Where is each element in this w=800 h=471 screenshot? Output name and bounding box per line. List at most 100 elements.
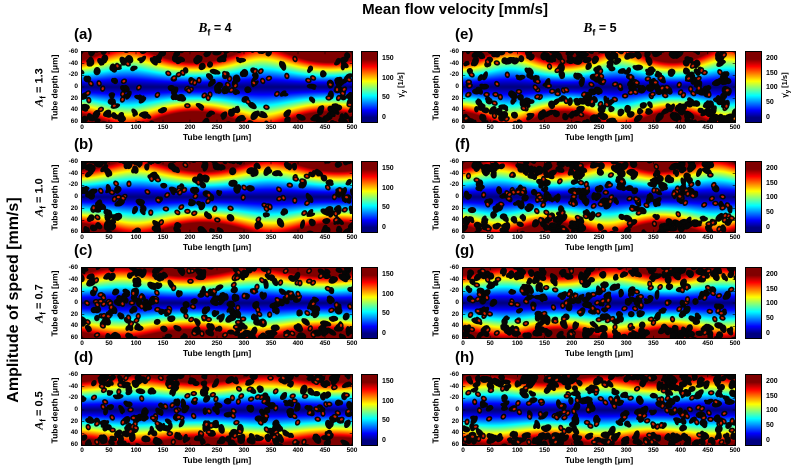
x-tick-label: 450 xyxy=(319,447,331,454)
y-tick-label: 60 xyxy=(451,118,459,125)
bf-sub: f xyxy=(207,27,211,38)
heatmap-panel-e xyxy=(462,51,736,123)
gamma-dot-sub: y xyxy=(400,89,408,94)
bf-var: B xyxy=(198,20,208,35)
colorbar-tick-label: 150 xyxy=(766,285,778,293)
y-tick-label: 0 xyxy=(74,299,78,306)
column-header-bf5: Bf = 5 xyxy=(500,20,700,38)
colorbar-tick-label: 100 xyxy=(766,300,778,308)
x-tick-label: 450 xyxy=(319,234,331,241)
colorbar-tick-label: 50 xyxy=(766,209,774,217)
x-axis-label: Tube length [μm] xyxy=(182,455,252,465)
figure-title: Mean flow velocity [mm/s] xyxy=(362,1,548,18)
x-tick-label: 250 xyxy=(211,447,223,454)
colorbar-tick-label: 150 xyxy=(766,69,778,77)
colorbar-tick-label: 50 xyxy=(382,204,390,212)
x-tick-label: 0 xyxy=(461,234,465,241)
y-tick-label: -40 xyxy=(449,59,459,67)
x-tick-label: 450 xyxy=(702,234,714,241)
y-tick-label: 60 xyxy=(70,228,78,235)
x-tick-label: 350 xyxy=(647,340,659,347)
x-tick-label: 500 xyxy=(346,124,358,131)
x-tick-label: 200 xyxy=(184,447,196,454)
y-tick-label: 0 xyxy=(455,299,459,306)
y-tick-label: -40 xyxy=(68,275,78,283)
y-tick-label: -60 xyxy=(449,48,459,55)
x-axis-label: Tube length [μm] xyxy=(564,455,634,465)
x-tick-label: 350 xyxy=(647,124,659,131)
colorbar-tick-label: 150 xyxy=(382,378,394,385)
x-tick-label: 50 xyxy=(105,124,113,131)
y-tick-label: 60 xyxy=(70,118,78,125)
x-tick-label: 0 xyxy=(461,447,465,454)
y-tick-label: 40 xyxy=(451,429,459,437)
x-axis-label: Tube length [μm] xyxy=(564,242,634,252)
colorbar-tick-label: 50 xyxy=(382,94,390,102)
x-tick-label: 200 xyxy=(566,124,578,131)
y-tick-label: -20 xyxy=(449,394,459,402)
x-tick-label: 100 xyxy=(511,447,523,454)
colorbar-tick-label: 0 xyxy=(382,223,386,231)
y-tick-label: -20 xyxy=(449,287,459,295)
x-tick-label: 250 xyxy=(593,234,605,241)
x-tick-label: 350 xyxy=(647,447,659,454)
colorbar-tick-label: 100 xyxy=(382,184,394,192)
x-axis-label: Tube length [μm] xyxy=(182,132,252,142)
colorbar-tick-label: 100 xyxy=(766,407,778,415)
gamma-dot-unit: [1/s] xyxy=(780,72,789,90)
x-tick-label: 400 xyxy=(675,124,687,131)
af-eq: = 1.3 xyxy=(33,68,46,97)
x-tick-label: 450 xyxy=(702,447,714,454)
y-tick-label: -40 xyxy=(449,275,459,283)
x-tick-label: 400 xyxy=(675,234,687,241)
x-tick-label: 150 xyxy=(157,340,169,347)
x-axis-label: Tube length [μm] xyxy=(564,132,634,142)
y-tick-label: -40 xyxy=(68,169,78,177)
y-tick-label: -40 xyxy=(449,169,459,177)
colorbar-tick-label: 150 xyxy=(382,165,394,172)
colorbar-tick-label: 0 xyxy=(766,223,770,231)
y-tick-label: -20 xyxy=(449,181,459,189)
y-tick-label: 60 xyxy=(451,228,459,235)
x-tick-label: 0 xyxy=(80,447,84,454)
heatmap-panel-c xyxy=(81,267,353,339)
x-tick-label: 50 xyxy=(486,234,494,241)
x-tick-label: 250 xyxy=(593,124,605,131)
bf-sub: f xyxy=(592,27,596,38)
colorbar-tick-label: 0 xyxy=(382,113,386,121)
panel-letter: (d) xyxy=(74,349,94,366)
x-tick-label: 100 xyxy=(130,340,142,347)
row-label-af: Af = 1.3 xyxy=(32,53,48,123)
colorbar-tick-label: 150 xyxy=(382,271,394,278)
x-tick-label: 200 xyxy=(184,340,196,347)
x-tick-label: 350 xyxy=(265,447,277,454)
x-tick-label: 450 xyxy=(319,340,331,347)
x-tick-label: 100 xyxy=(130,234,142,241)
y-tick-label: 20 xyxy=(451,417,459,425)
y-tick-label: 40 xyxy=(70,429,78,437)
x-tick-label: 100 xyxy=(511,234,523,241)
y-tick-label: 20 xyxy=(70,94,78,102)
colorbar-tick-label: 0 xyxy=(766,113,770,121)
x-tick-label: 200 xyxy=(566,447,578,454)
af-eq: = 0.5 xyxy=(33,391,46,420)
x-tick-label: 100 xyxy=(511,340,523,347)
x-tick-label: 200 xyxy=(184,234,196,241)
y-tick-label: -60 xyxy=(449,158,459,165)
x-tick-label: 50 xyxy=(105,447,113,454)
row-label-af: Af = 1.0 xyxy=(32,163,48,233)
y-tick-label: 20 xyxy=(70,310,78,318)
colorbar-tick-label: 150 xyxy=(766,392,778,400)
x-tick-label: 400 xyxy=(292,447,304,454)
x-tick-label: 450 xyxy=(702,124,714,131)
x-tick-label: 300 xyxy=(238,340,250,347)
x-tick-label: 400 xyxy=(292,124,304,131)
x-tick-label: 50 xyxy=(486,447,494,454)
panel-letter: (h) xyxy=(455,349,475,366)
gamma-dot-sub: y xyxy=(784,89,792,94)
x-tick-label: 50 xyxy=(105,234,113,241)
y-tick-label: 0 xyxy=(455,406,459,413)
x-tick-label: 150 xyxy=(539,234,551,241)
x-tick-label: 50 xyxy=(486,340,494,347)
